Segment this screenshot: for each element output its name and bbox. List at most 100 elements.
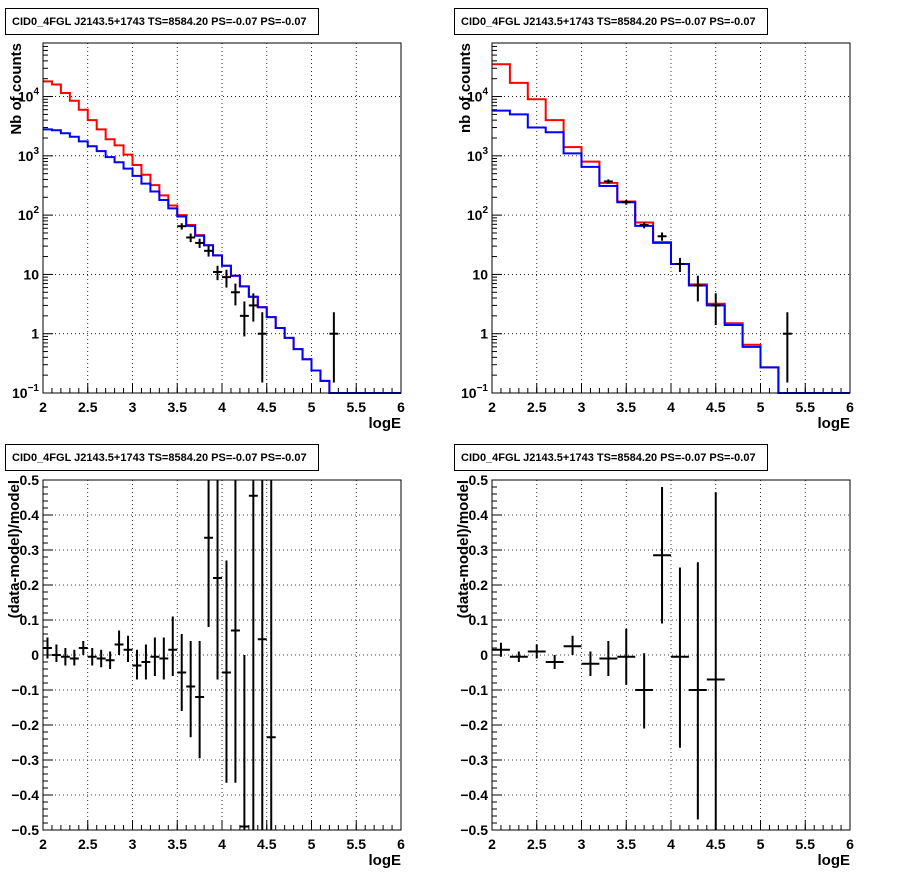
x-axis-label: logE	[818, 415, 851, 432]
y-tick-label: 104	[18, 87, 40, 105]
y-tick-base: 10	[461, 385, 477, 401]
data-point	[96, 649, 106, 668]
x-tick-label: 4.5	[706, 836, 726, 852]
y-tick-label: −0.1	[11, 682, 39, 698]
y-tick-label: 0.1	[469, 612, 489, 628]
y-tick-base: 10	[18, 89, 34, 105]
x-tick-label: 2	[488, 836, 496, 852]
x-tick-label: 4.5	[257, 399, 277, 415]
title-box	[5, 8, 319, 35]
y-tick-label: 104	[467, 87, 489, 105]
x-tick-label: 4	[218, 399, 226, 415]
plot-frame	[42, 42, 402, 394]
chart-panel-1: CID0_4FGL J2143.5+1743 TS=8584.20 PS=-0.…	[5, 8, 405, 432]
data-point	[239, 655, 249, 830]
x-tick-label: 3.5	[168, 836, 188, 852]
data-point	[653, 487, 671, 624]
data-point	[621, 199, 631, 205]
data-point	[675, 257, 685, 272]
x-tick-label: 6	[397, 399, 405, 415]
y-tick-label: −0.1	[460, 682, 488, 698]
data-point	[509, 651, 528, 662]
y-tick-exponent: 2	[33, 205, 39, 216]
x-tick-label: 2	[39, 399, 47, 415]
data-point	[114, 630, 124, 655]
x-tick-label: 3.5	[168, 399, 188, 415]
data-point	[222, 560, 231, 783]
x-tick-label: 4	[667, 399, 675, 415]
data-point	[671, 567, 689, 748]
data-point	[257, 312, 267, 383]
y-axis-label: (data-model)/model	[455, 480, 472, 618]
data-point	[168, 616, 178, 676]
y-tick-label: −0.3	[460, 752, 488, 768]
y-tick-label: 102	[467, 205, 489, 223]
y-tick-label: −0.5	[11, 822, 39, 838]
data-point	[266, 480, 276, 830]
y-tick-label: −0.4	[11, 787, 39, 803]
data-point	[87, 648, 97, 666]
plot-area	[43, 480, 401, 830]
y-tick-label: 1	[480, 326, 488, 342]
data-point	[105, 651, 115, 669]
x-tick-label: 2.5	[78, 836, 98, 852]
data-point	[706, 492, 725, 830]
data-point	[177, 223, 187, 230]
x-tick-label: 2	[488, 399, 496, 415]
data-point	[657, 232, 667, 241]
x-tick-label: 3	[578, 399, 586, 415]
y-tick-label: 0	[480, 647, 488, 663]
x-tick-label: 2	[39, 836, 47, 852]
y-tick-label: 103	[18, 146, 40, 164]
y-tick-exponent: 3	[33, 146, 39, 157]
data-point	[204, 246, 214, 257]
data-point	[581, 651, 600, 676]
y-tick-base: 10	[18, 148, 34, 164]
data-point	[248, 293, 258, 322]
plot-frame	[491, 42, 851, 394]
data-point	[527, 644, 546, 659]
y-tick-label: 0.3	[20, 542, 40, 558]
x-tick-label: 6	[846, 836, 854, 852]
y-tick-label: 0	[31, 647, 39, 663]
y-tick-base: 10	[467, 207, 483, 223]
x-tick-label: 5	[757, 836, 765, 852]
data-point	[693, 275, 703, 302]
data-point	[603, 179, 613, 184]
x-tick-label: 5	[757, 399, 765, 415]
x-axis-label: logE	[369, 415, 402, 432]
x-tick-label: 3	[578, 836, 586, 852]
data-point	[635, 653, 654, 729]
title-box	[454, 444, 768, 471]
plot-area	[43, 43, 401, 393]
x-tick-label: 3.5	[617, 399, 637, 415]
data-point	[213, 480, 222, 680]
x-tick-label: 5.5	[796, 399, 816, 415]
data-point	[195, 641, 205, 759]
data-point	[222, 269, 231, 288]
y-tick-label: 10	[472, 266, 488, 282]
data-point	[639, 222, 649, 229]
data-point	[239, 301, 249, 337]
data-point	[782, 312, 792, 383]
y-tick-label: 0.5	[20, 472, 40, 488]
y-tick-exponent: −1	[28, 383, 40, 394]
data-point	[186, 641, 196, 738]
chart-title: CID0_4FGL J2143.5+1743 TS=8584.20 PS=-0.…	[461, 16, 756, 28]
data-point	[492, 642, 510, 657]
chart-panel-2: CID0_4FGL J2143.5+1743 TS=8584.20 PS=-0.…	[454, 8, 854, 432]
y-tick-label: 1	[31, 326, 39, 342]
x-tick-label: 4.5	[257, 836, 277, 852]
x-tick-label: 3	[129, 399, 137, 415]
y-tick-label: −0.4	[460, 787, 488, 803]
x-tick-label: 5.5	[347, 399, 367, 415]
y-axis-label: (data-model)/model	[6, 480, 23, 618]
x-tick-label: 5.5	[347, 836, 367, 852]
x-axis-label: logE	[818, 852, 851, 869]
y-tick-base: 10	[18, 207, 34, 223]
x-tick-label: 5.5	[796, 836, 816, 852]
data-point	[177, 634, 187, 711]
title-box	[5, 444, 319, 471]
plot-frame	[42, 479, 402, 831]
